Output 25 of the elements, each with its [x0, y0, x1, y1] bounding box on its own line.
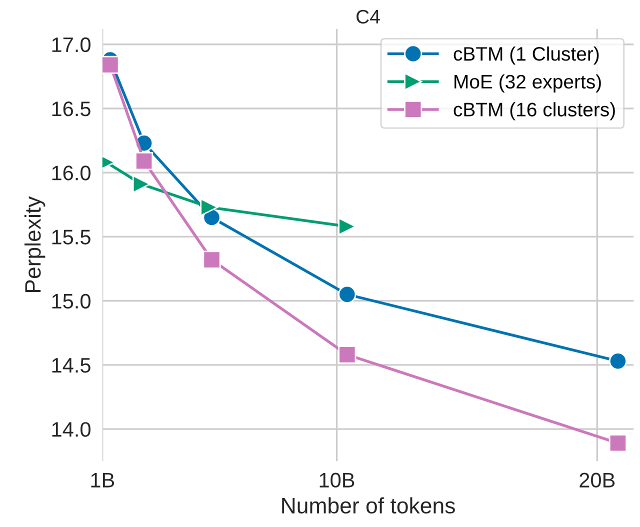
point: [102, 56, 120, 74]
point: [338, 285, 356, 304]
x-tick-label: 10B: [320, 472, 354, 488]
point: [200, 198, 218, 216]
legend-label: cBTM (16 clusters): [454, 102, 615, 120]
y-axis-title: Perplexity: [24, 196, 46, 292]
x-tick-label: 1B: [91, 473, 114, 488]
y-tick-label: 15.5: [52, 230, 90, 244]
y-tick-label: 15.0: [52, 294, 90, 309]
legend-label: cBTM (1 Cluster): [454, 46, 599, 65]
point: [338, 346, 356, 364]
y-tick-label: 17.0: [52, 37, 90, 52]
y-tick-label: 14.5: [52, 358, 90, 373]
y-tick-label: 14.0: [52, 422, 90, 437]
legend-label: MoE (32 experts): [454, 74, 601, 92]
x-axis-title: Number of tokens: [282, 497, 455, 514]
y-tick-label: 16.5: [52, 101, 90, 116]
point: [132, 175, 150, 194]
chart-title: C4: [356, 10, 380, 24]
point: [135, 152, 154, 170]
point: [608, 434, 628, 452]
x-tick-label: 20B: [580, 472, 615, 488]
y-tick-label: 16.0: [52, 166, 90, 180]
point: [202, 250, 221, 269]
point: [608, 352, 628, 370]
